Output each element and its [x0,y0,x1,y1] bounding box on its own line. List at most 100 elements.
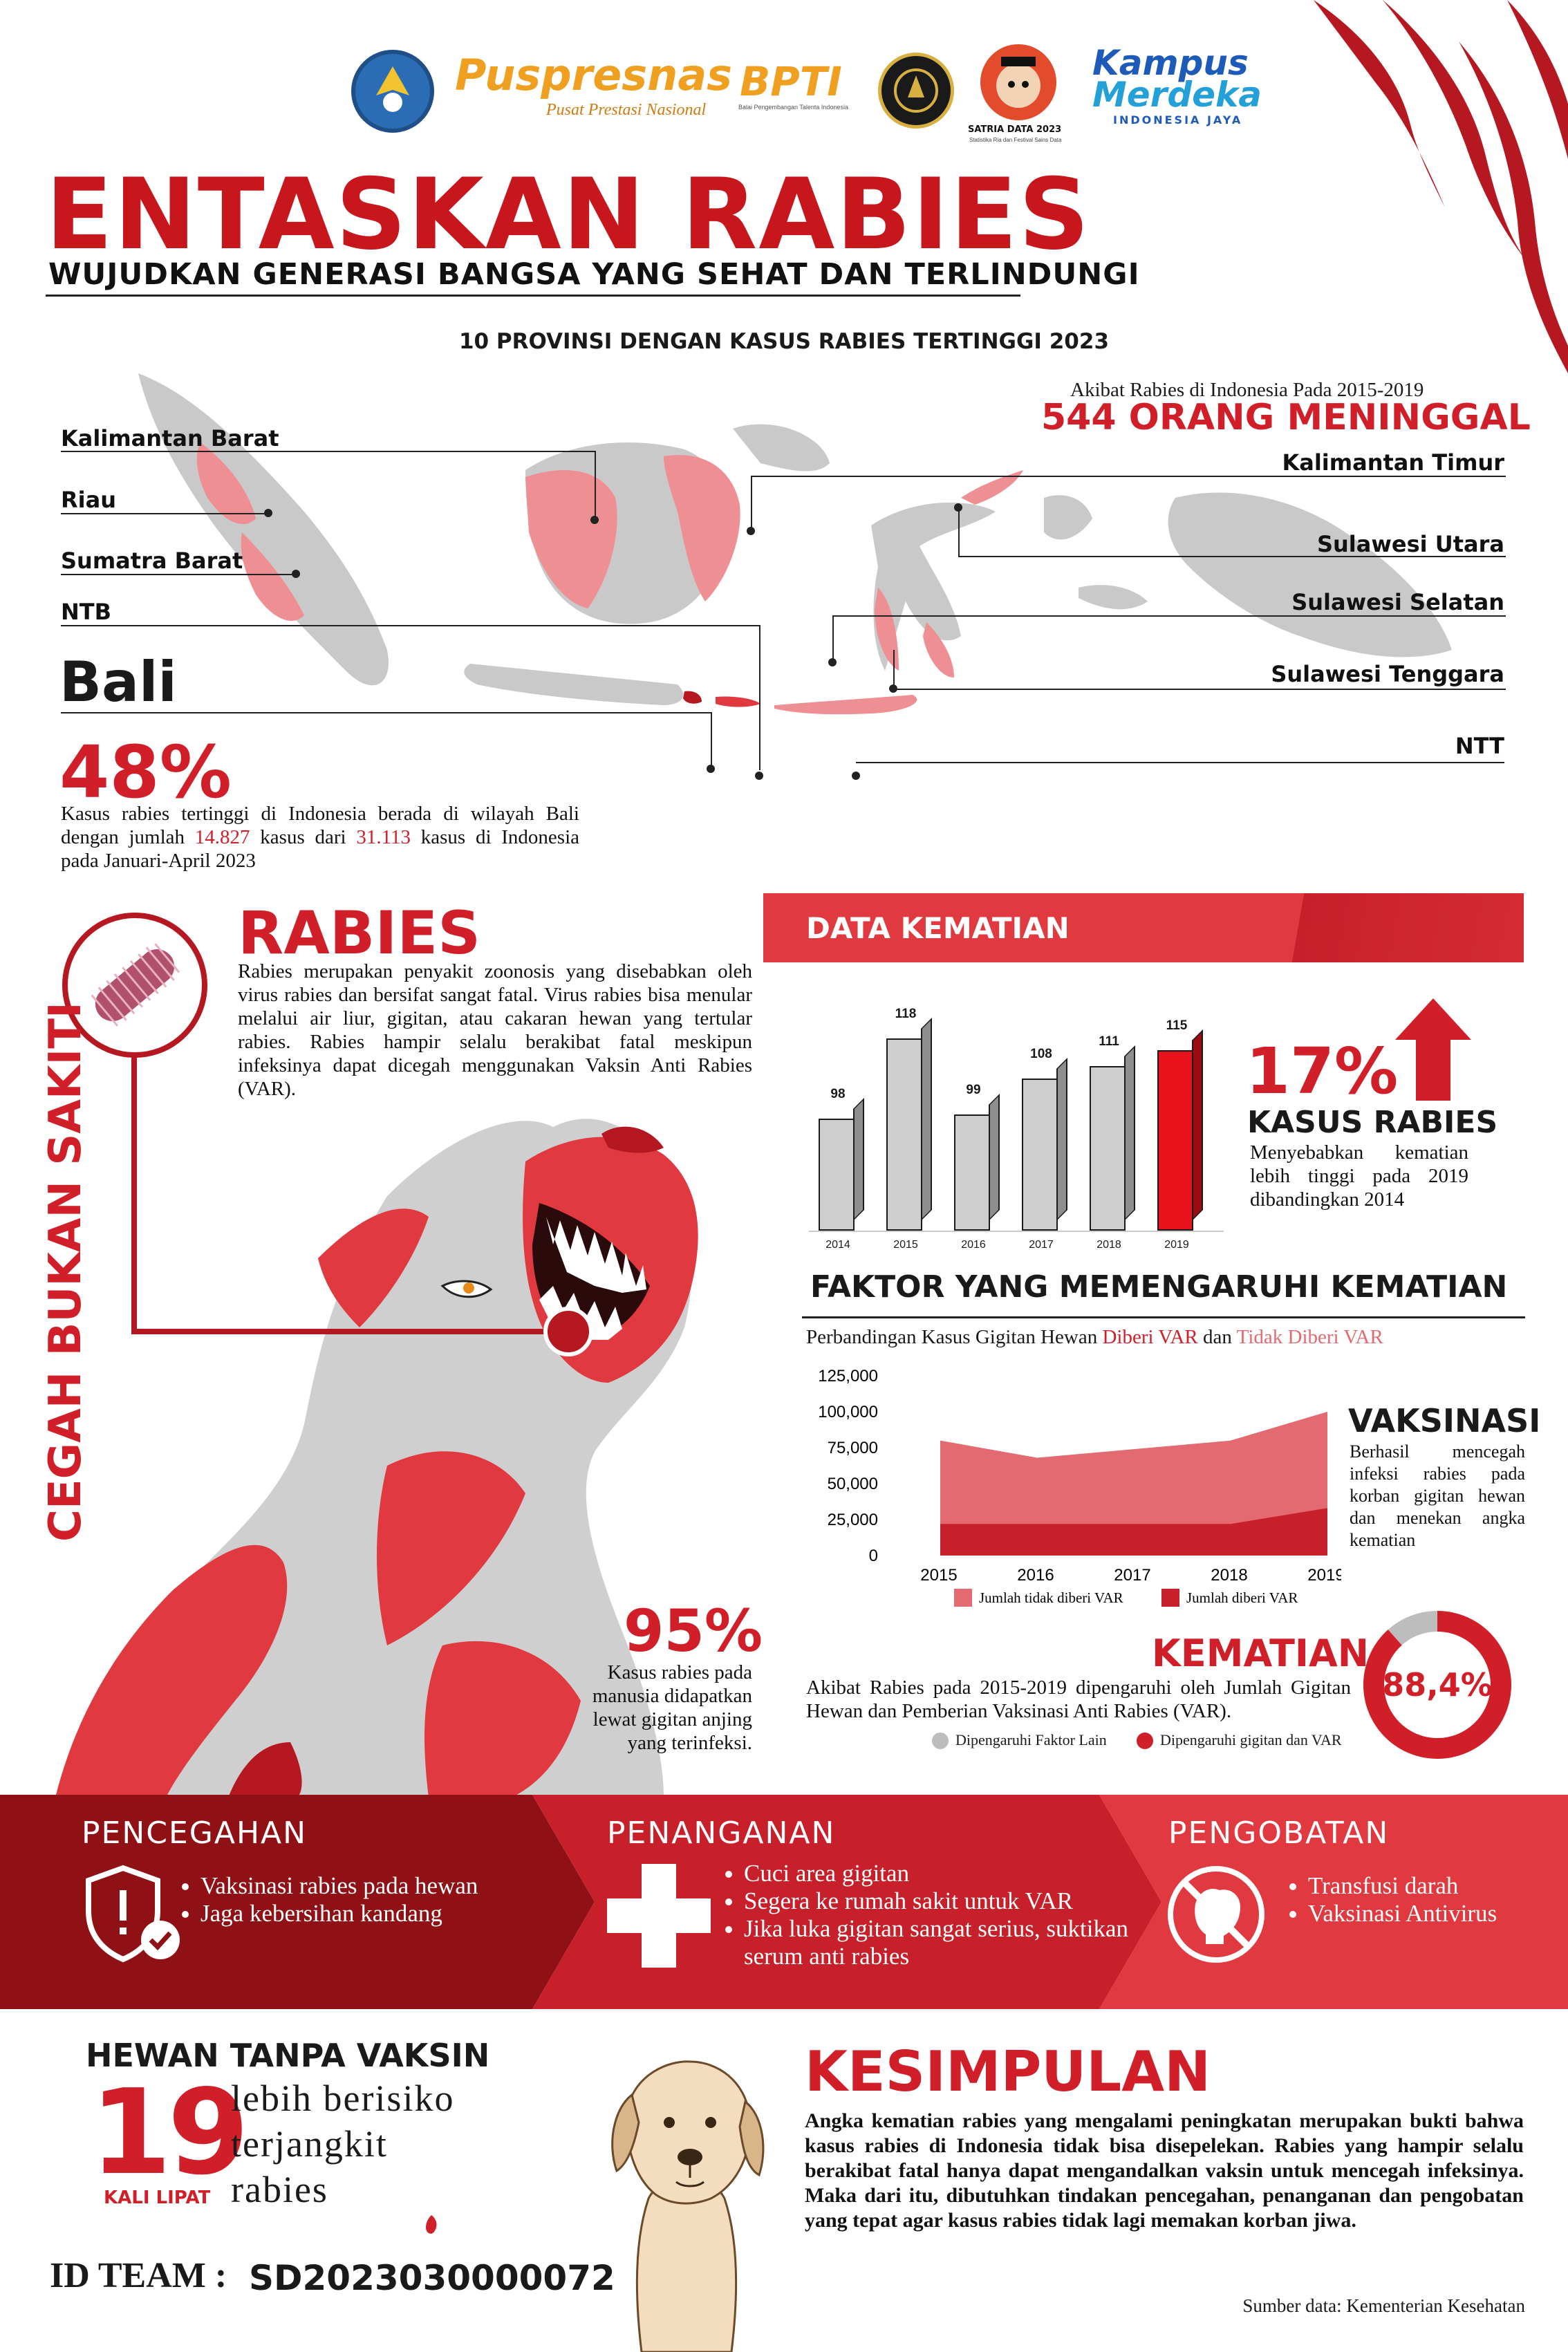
donut-slice [1388,1611,1438,1645]
map-dot [828,658,837,666]
y-tick-label: 75,000 [828,1439,878,1457]
leader-ntt [856,762,1504,763]
area-title-red: Tidak Diberi VAR [1236,1326,1383,1348]
id-team-value: SD2023030000072 [249,2258,615,2298]
page-subtitle: WUJUDKAN GENERASI BANGSA YANG SEHAT DAN … [48,257,1140,292]
bar-year-label: 2015 [893,1239,918,1251]
puspresnas-logo: Puspresnas [455,50,733,100]
map-dot [590,516,599,524]
province-label: Sumatra Barat [61,548,243,574]
risk-text-2: terjangkit [231,2123,388,2165]
data-kematian-banner [763,893,1524,962]
bar [1022,1078,1058,1231]
bpti-logo-subtitle: Balai Pengembangan Talenta Indonesia [738,104,848,111]
area-series [940,1412,1327,1556]
y-tick-label: 0 [869,1547,878,1565]
list-item: Jaga kebersihan kandang [200,1900,478,1928]
kesimpulan-text: Angka kematian rabies yang mengalami pen… [805,2109,1524,2232]
bar-value-label: 108 [1030,1046,1052,1061]
leader-sulsel [832,615,1506,664]
map-dot [707,765,715,773]
map-dot [755,772,763,780]
bar-year-label: 2017 [1029,1239,1054,1251]
data-kematian-heading: DATA KEMATIAN [806,911,1070,945]
id-team-label: ID TEAM : [50,2256,227,2295]
leader-sultra [893,650,1506,690]
list-item: Transfusi darah [1308,1872,1497,1900]
vaccination-area-chart: 125,000 100,000 75,000 50,000 25,000 0 2015 201… [818,1367,1341,1607]
faktor-heading: FAKTOR YANG MEMENGARUHI KEMATIAN [810,1269,1508,1305]
area-title-red: Diberi VAR [1102,1326,1198,1348]
list-item: Cuci area gigitan [744,1860,1145,1887]
page-title: ENTASKAN RABIES [46,158,1091,272]
bali-label: Bali [59,650,177,714]
province-label: Sulawesi Utara [1316,531,1504,557]
legend-label: Dipengaruhi gigitan dan VAR [1160,1731,1342,1748]
pct95-text: Kasus rabies pada manusia didapatkan lew… [592,1661,752,1754]
rabies-description: Rabies merupakan penyakit zoonosis yang … [238,960,752,1100]
list-item: Segera ke rumah sakit untuk VAR [744,1887,1145,1915]
rabies-virus-icon [91,943,180,1027]
leader-kalbar [61,451,596,521]
bali-text: Kasus rabies tertinggi di Indonesia bera… [61,803,579,848]
vaksinasi-heading: VAKSINASI [1348,1402,1541,1439]
satria-data-mascot-logo [980,44,1056,120]
leader-kaltim [751,476,1506,532]
legend-swatch [1137,1733,1153,1749]
kampus-merdeka-logo-line2: Merdeka [1092,75,1262,115]
bar-value-label: 99 [966,1082,981,1097]
bar-value-label: 118 [895,1006,917,1021]
dog-mouth-marker [543,1307,593,1356]
bar-value-label: 115 [1166,1018,1188,1033]
legend-swatch [932,1733,949,1749]
risk-text-1: lebih berisiko [231,2078,455,2119]
x-tick-label: 2017 [1114,1566,1150,1585]
deaths-value: 544 ORANG MENINGGAL [1041,397,1531,438]
leader-sumbar [61,574,296,575]
bar-year-label: 2018 [1096,1239,1121,1251]
province-label: Kalimantan Timur [1282,449,1504,476]
bar-year-label: 2019 [1164,1239,1189,1251]
bali-text: kasus di Indonesia pada Januari-April 20… [61,826,580,872]
bar-side [853,1097,864,1221]
bar-value-label: 111 [1099,1034,1119,1049]
claw-scratch-decoration [1314,0,1568,373]
pengobatan-list: Transfusi darah Vaksinasi Antivirus [1287,1872,1497,1928]
y-tick-label: 50,000 [828,1475,878,1493]
map-dot [954,503,962,512]
map-dot [889,684,897,693]
legend-label: Dipengaruhi Faktor Lain [955,1731,1107,1748]
province-label: Kalimantan Barat [61,425,279,451]
kesimpulan-heading: KESIMPULAN [805,2040,1211,2104]
tut-wuri-logo [351,50,434,133]
kasus-rabies-label: KASUS RABIES [1247,1105,1498,1140]
kematian-heading: KEMATIAN [1152,1632,1369,1675]
province-label: Sulawesi Tenggara [1271,661,1504,687]
rabid-dog-illustration [55,1119,698,1798]
penanganan-list: Cuci area gigitan Segera ke rumah sakit … [723,1860,1145,1970]
bpti-logo: BPTI [740,58,842,105]
list-item: Jika luka gigitan sangat serius, suktika… [744,1915,1145,1970]
kampus-merdeka-logo-line1: Kampus [1092,43,1249,83]
satria-data-sublabel: Statistika Ria dan Festival Sains Data [969,137,1062,143]
x-tick-label: 2019 [1307,1566,1341,1585]
vaksinasi-text: Berhasil mencegah infeksi rabies pada ko… [1350,1441,1525,1550]
medical-cross-icon [607,1864,711,1968]
pct95-value: 95% [624,1597,763,1665]
satria-data-label: SATRIA DATA 2023 [968,124,1062,135]
virus-pointer-line [131,1037,567,1334]
indonesia-map [138,373,1452,715]
bali-text: kasus dari [260,826,346,848]
kasus-rabies-text: Menyebabkan kematian lebih tinggi pada 2… [1250,1141,1468,1211]
hewan-heading: HEWAN TANPA VAKSIN [86,2037,490,2074]
action-panels-background [0,1795,1568,2009]
pencegahan-list: Vaksinasi rabies pada hewan Jaga kebersi… [180,1872,478,1928]
kampus-merdeka-logo-line3: INDONESIA JAYA [1113,113,1243,127]
x-tick-label: 2018 [1211,1566,1247,1585]
bar-side [921,1017,932,1221]
area-series [940,1508,1327,1556]
bar [819,1118,855,1231]
donut-slice [1363,1611,1511,1759]
faktor-underline [802,1316,1525,1318]
risk-number: 19 [90,2064,250,2201]
